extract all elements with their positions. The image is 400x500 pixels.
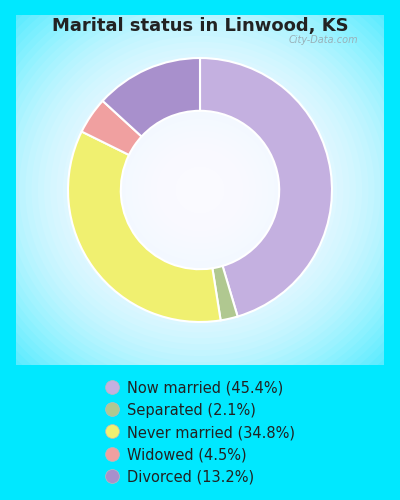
Ellipse shape xyxy=(88,83,312,297)
Ellipse shape xyxy=(56,54,344,326)
Ellipse shape xyxy=(0,0,400,392)
Ellipse shape xyxy=(25,24,375,356)
Ellipse shape xyxy=(19,18,381,362)
Ellipse shape xyxy=(144,136,256,244)
Ellipse shape xyxy=(0,0,400,433)
Ellipse shape xyxy=(138,130,262,250)
Ellipse shape xyxy=(38,36,362,344)
Ellipse shape xyxy=(188,178,212,202)
Ellipse shape xyxy=(82,78,318,302)
Ellipse shape xyxy=(113,107,287,273)
Ellipse shape xyxy=(100,95,300,285)
Ellipse shape xyxy=(32,30,368,350)
Ellipse shape xyxy=(13,12,387,368)
Ellipse shape xyxy=(156,148,244,232)
Ellipse shape xyxy=(0,0,400,422)
Ellipse shape xyxy=(119,113,281,267)
Ellipse shape xyxy=(0,0,400,416)
Ellipse shape xyxy=(0,0,400,404)
Ellipse shape xyxy=(175,166,225,214)
Ellipse shape xyxy=(150,142,250,238)
Ellipse shape xyxy=(69,66,331,314)
Legend: Now married (45.4%), Separated (2.1%), Never married (34.8%), Widowed (4.5%), Di: Now married (45.4%), Separated (2.1%), N… xyxy=(98,373,302,492)
Ellipse shape xyxy=(0,0,400,439)
Ellipse shape xyxy=(162,154,238,226)
Ellipse shape xyxy=(0,0,400,410)
Ellipse shape xyxy=(106,101,294,279)
Ellipse shape xyxy=(75,72,325,308)
Ellipse shape xyxy=(94,89,306,291)
Wedge shape xyxy=(212,266,238,320)
Wedge shape xyxy=(200,58,332,316)
Ellipse shape xyxy=(0,0,400,386)
Ellipse shape xyxy=(181,172,219,208)
Ellipse shape xyxy=(125,119,275,261)
Wedge shape xyxy=(103,58,200,136)
Ellipse shape xyxy=(63,60,337,320)
Ellipse shape xyxy=(169,160,231,220)
Ellipse shape xyxy=(131,124,269,256)
Text: City-Data.com: City-Data.com xyxy=(289,35,358,45)
Ellipse shape xyxy=(0,0,400,428)
Wedge shape xyxy=(82,101,142,155)
Ellipse shape xyxy=(194,184,206,196)
Ellipse shape xyxy=(0,0,400,398)
Text: Marital status in Linwood, KS: Marital status in Linwood, KS xyxy=(52,18,348,36)
Wedge shape xyxy=(68,132,221,322)
Ellipse shape xyxy=(44,42,356,339)
Ellipse shape xyxy=(0,0,400,380)
Ellipse shape xyxy=(7,6,393,374)
Ellipse shape xyxy=(50,48,350,333)
